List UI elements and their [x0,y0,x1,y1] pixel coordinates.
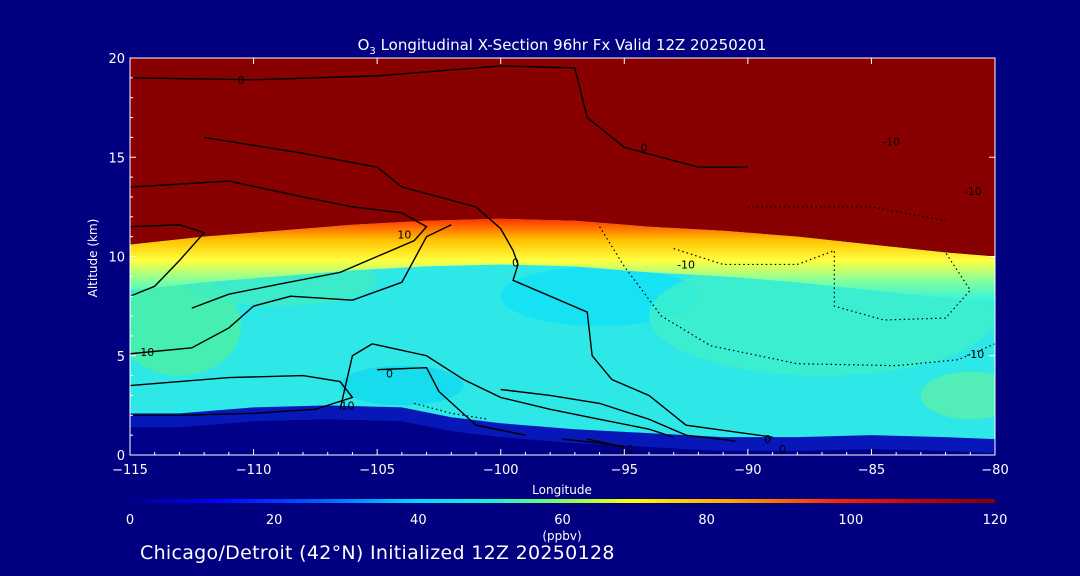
contour-label: -10 [964,185,982,198]
x-tick-label: −110 [236,463,272,478]
contour-label: 0 [386,368,393,381]
contour-label: 0 [764,433,771,446]
y-tick-label: 10 [108,251,125,266]
colorbar-unit: (ppbv) [542,529,581,543]
contour-label: 0 [641,141,648,154]
x-tick-label: −95 [611,463,638,478]
contour-line [673,247,972,321]
x-axis: −115 −110 −105 −100 −95 −90 −85 −80 [112,58,1009,478]
contour-line [130,180,428,309]
colorbar-tick-label: 120 [983,513,1008,528]
contour-line [747,206,946,222]
concentration-region [340,365,464,406]
contour-line [562,438,625,448]
contour-line [599,226,995,367]
colorbar [130,499,995,503]
contour-label: 0 [238,74,245,87]
colorbar-tick-label: 100 [838,513,863,528]
contour-line [339,343,674,438]
contour-line [377,366,526,436]
contour-label: 0 [512,256,519,269]
x-tick-label: −80 [981,463,1008,478]
contour-label: 10 [397,229,411,242]
colorbar-tick-label: 0 [126,513,134,528]
x-axis-label: Longitude [532,483,592,497]
contour-label: 10 [340,399,354,412]
contour-label: 0 [779,443,786,456]
y-tick-label: 0 [117,449,125,464]
terrain-fill [130,419,995,455]
contour-label: -10 [882,135,900,148]
tropopause-gradient-band [130,218,995,303]
x-tick-label: −90 [734,463,761,478]
colorbar-tick-label: 20 [266,513,283,528]
x-tick-label: −85 [858,463,885,478]
contour-label: 10 [140,346,154,359]
x-tick-label: −105 [359,463,395,478]
contour-label: -10 [966,348,984,361]
contour-line [130,224,206,297]
colorbar-tick-label: 80 [698,513,715,528]
y-axis-label: Altitude (km) [86,219,100,298]
contour-line [414,402,489,420]
colorbar-ticks: 0 20 40 60 80 100 120 [126,513,1008,528]
concentration-region [500,266,699,326]
contour-line [130,224,452,355]
contour-label: -10 [677,258,695,271]
y-tick-label: 15 [108,151,125,166]
colorbar-tick-label: 40 [410,513,427,528]
concentration-region [920,371,995,420]
contour-line [130,65,748,168]
chart-title: O3 Longitudinal X-Section 96hr Fx Valid … [358,36,767,57]
stratosphere-fill [130,58,995,257]
y-axis: 0 5 10 15 20 [108,52,995,464]
x-tick-label: −115 [112,463,148,478]
y-tick-label: 20 [108,52,125,67]
colorbar-tick-label: 60 [554,513,571,528]
contour-line [130,374,354,416]
contour-line [204,136,773,438]
contour-line [500,388,736,442]
footer-caption: Chicago/Detroit (42°N) Initialized 12Z 2… [140,542,615,564]
y-tick-label: 5 [117,350,125,365]
x-tick-label: −100 [483,463,519,478]
